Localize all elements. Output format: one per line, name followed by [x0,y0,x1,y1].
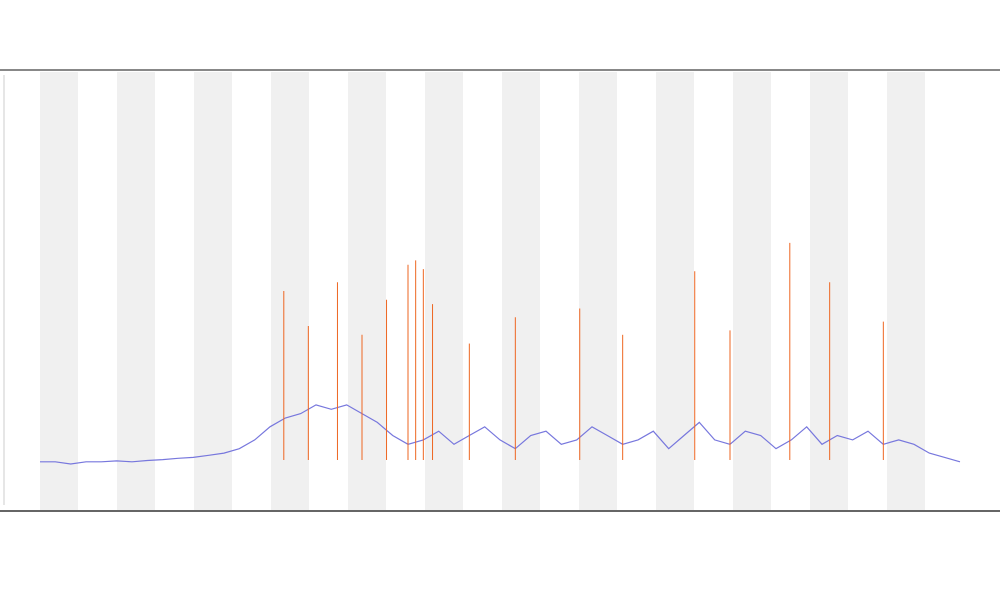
band [810,72,848,510]
band [194,72,232,510]
band [271,72,309,510]
band [348,72,386,510]
bands [40,72,925,510]
band [656,72,694,510]
band [117,72,155,510]
band [40,72,78,510]
band [733,72,771,510]
series-line [40,404,961,465]
band [502,72,540,510]
band [579,72,617,510]
band [425,72,463,510]
band [887,72,925,510]
